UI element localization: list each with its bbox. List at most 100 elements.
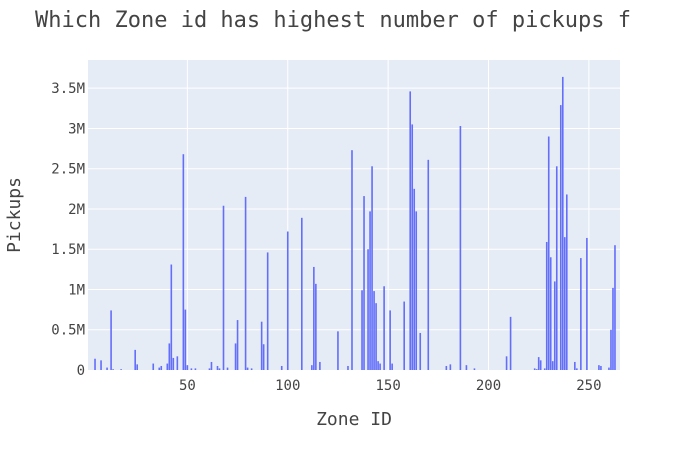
- gridlines: [88, 60, 620, 370]
- bar-zone-41[interactable]: [168, 343, 171, 370]
- bar-zone-143[interactable]: [373, 291, 375, 370]
- y-axis-ticks: 0 0.5M 1M 1.5M 2M 2.5M 3M 3.5M: [51, 81, 85, 379]
- bar-zone-48[interactable]: [182, 154, 185, 370]
- bar-zone-142[interactable]: [371, 166, 373, 370]
- bar-zone-262[interactable]: [612, 287, 614, 370]
- bar-zone-179[interactable]: [445, 365, 448, 370]
- bar-zone-62[interactable]: [210, 361, 213, 370]
- bar-zone-237[interactable]: [561, 76, 564, 370]
- x-tick-label: 250: [576, 378, 601, 394]
- bar-zone-116[interactable]: [319, 361, 321, 370]
- bar-zone-263[interactable]: [614, 245, 616, 370]
- bar-zone-75[interactable]: [236, 320, 239, 370]
- bar-zone-79[interactable]: [244, 196, 247, 370]
- bar-zone-33[interactable]: [152, 363, 155, 370]
- bar-zone-225[interactable]: [537, 357, 540, 370]
- bar-zone-166[interactable]: [419, 332, 422, 370]
- bar-zone-224[interactable]: [535, 369, 538, 370]
- bar-zone-231[interactable]: [549, 257, 552, 370]
- bar-zone-45[interactable]: [176, 356, 179, 370]
- bar-zone-232[interactable]: [551, 361, 554, 370]
- bar-zone-36[interactable]: [158, 367, 161, 370]
- bar-zone-164[interactable]: [415, 211, 418, 370]
- bar-zone-255[interactable]: [598, 365, 600, 370]
- bar-zone-112[interactable]: [311, 365, 313, 370]
- bar-zone-236[interactable]: [559, 105, 562, 370]
- bar-zone-193[interactable]: [473, 368, 476, 370]
- bar-zone-226[interactable]: [539, 360, 542, 370]
- bar-zone-25[interactable]: [136, 364, 138, 370]
- bar-zone-42[interactable]: [170, 264, 173, 370]
- bar-zone-17[interactable]: [120, 369, 122, 370]
- bar-zone-209[interactable]: [505, 356, 508, 370]
- bar-zone-181[interactable]: [449, 364, 452, 370]
- bar-zone-24[interactable]: [134, 349, 136, 370]
- bar-zone-90[interactable]: [266, 252, 269, 370]
- bar-zone-100[interactable]: [286, 231, 289, 370]
- bar-zone-61[interactable]: [208, 368, 211, 370]
- bar-zone-10[interactable]: [106, 367, 108, 370]
- bar-zone-162[interactable]: [411, 124, 414, 370]
- bar-zone-4[interactable]: [94, 358, 96, 370]
- bar-zone-244[interactable]: [576, 368, 578, 370]
- bar-zone-54[interactable]: [194, 368, 197, 370]
- bar-zone-137[interactable]: [361, 290, 363, 370]
- bar-zone-49[interactable]: [184, 309, 187, 370]
- bar-zone-234[interactable]: [555, 166, 558, 370]
- bar-zone-7[interactable]: [100, 360, 102, 370]
- bar-zone-82[interactable]: [250, 368, 253, 370]
- bar-zone-146[interactable]: [379, 363, 381, 370]
- bar-zone-66[interactable]: [218, 368, 221, 370]
- bar-zone-12[interactable]: [110, 310, 112, 370]
- bar-zone-246[interactable]: [580, 258, 582, 370]
- bar-zone-37[interactable]: [160, 365, 163, 370]
- bar-zone-228[interactable]: [543, 368, 546, 370]
- y-tick-label: 0.5M: [51, 323, 85, 339]
- bar-zone-239[interactable]: [565, 194, 568, 370]
- bar-zone-233[interactable]: [553, 281, 556, 370]
- bar-zone-144[interactable]: [375, 303, 377, 370]
- bar-zone-43[interactable]: [172, 357, 175, 370]
- bar-zone-132[interactable]: [351, 150, 353, 370]
- bar-zone-97[interactable]: [280, 365, 283, 370]
- bar-zone-52[interactable]: [190, 368, 193, 370]
- bar-zone-113[interactable]: [313, 266, 315, 370]
- bar-zone-114[interactable]: [315, 283, 317, 370]
- bar-zone-249[interactable]: [586, 237, 588, 370]
- bar-zone-80[interactable]: [246, 367, 249, 370]
- bar-zone-230[interactable]: [547, 136, 550, 370]
- bar-zone-88[interactable]: [262, 344, 265, 370]
- bar-zone-141[interactable]: [369, 211, 371, 370]
- bar-zone-229[interactable]: [545, 241, 548, 370]
- bar-zone-138[interactable]: [363, 196, 365, 370]
- bar-zone-40[interactable]: [166, 363, 169, 370]
- bar-zone-223[interactable]: [533, 368, 536, 370]
- bar-zone-68[interactable]: [222, 205, 225, 370]
- bar-zone-70[interactable]: [226, 367, 229, 370]
- bar-zone-74[interactable]: [234, 343, 237, 370]
- bar-zone-13[interactable]: [112, 369, 114, 370]
- bar-zone-50[interactable]: [186, 365, 189, 370]
- bar-zone-145[interactable]: [377, 361, 379, 370]
- bar-zone-152[interactable]: [391, 363, 393, 370]
- bar-zone-148[interactable]: [383, 286, 385, 370]
- bar-zone-170[interactable]: [427, 159, 430, 370]
- bar-zone-211[interactable]: [509, 316, 512, 370]
- bar-zone-260[interactable]: [608, 367, 610, 370]
- bar-zone-87[interactable]: [260, 321, 263, 370]
- bar-zone-140[interactable]: [367, 249, 369, 370]
- bar-zone-151[interactable]: [389, 310, 391, 370]
- bar-zone-107[interactable]: [301, 217, 303, 370]
- bar-zone-158[interactable]: [403, 301, 405, 370]
- bar-zone-189[interactable]: [465, 365, 468, 370]
- bar-zone-261[interactable]: [610, 329, 612, 370]
- bar-zone-256[interactable]: [600, 365, 602, 370]
- bar-zone-130[interactable]: [347, 365, 349, 370]
- bar-zone-163[interactable]: [413, 188, 416, 370]
- bar-zone-243[interactable]: [574, 361, 576, 370]
- bar-zone-65[interactable]: [216, 365, 219, 370]
- bar-zone-186[interactable]: [459, 126, 462, 370]
- bar-zone-161[interactable]: [409, 91, 412, 371]
- bar-zone-238[interactable]: [563, 237, 566, 370]
- bar-zone-125[interactable]: [337, 331, 339, 370]
